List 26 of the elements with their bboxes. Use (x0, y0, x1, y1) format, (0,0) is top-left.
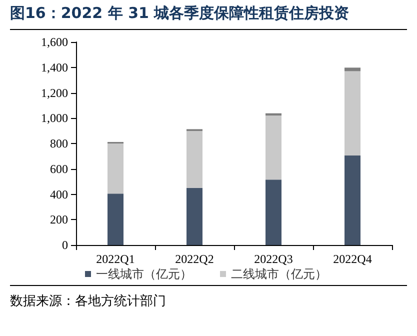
bar (266, 116, 282, 180)
y-tick-label: 600 (50, 162, 68, 176)
source-note: 数据来源：各地方统计部门 (10, 285, 407, 310)
y-tick-label: 1,600 (41, 35, 68, 49)
bar (186, 131, 202, 188)
bar (344, 68, 360, 72)
y-tick-label: 400 (50, 187, 68, 202)
y-tick-label: 1,000 (41, 111, 68, 126)
y-tick-label: 1,200 (41, 86, 68, 100)
bar (344, 156, 360, 245)
chart-title: 图16：2022 年 31 城各季度保障性租赁住房投资 (10, 4, 407, 30)
legend-label: 一线城市（亿元） (96, 267, 192, 281)
x-tick-label: 2022Q3 (254, 252, 293, 266)
y-tick-label: 200 (50, 212, 68, 227)
bar (108, 194, 124, 245)
bar (186, 188, 202, 245)
bar (108, 144, 124, 194)
y-tick-label: 1,400 (41, 60, 68, 74)
y-tick-label: 0 (62, 238, 68, 252)
x-tick-label: 2022Q2 (175, 252, 214, 266)
y-tick-label: 800 (50, 136, 68, 150)
bar (344, 71, 360, 156)
bar (266, 180, 282, 245)
legend-label: 二线城市（亿元） (231, 267, 327, 281)
x-tick-label: 2022Q4 (333, 252, 372, 266)
x-tick-label: 2022Q1 (96, 252, 135, 266)
